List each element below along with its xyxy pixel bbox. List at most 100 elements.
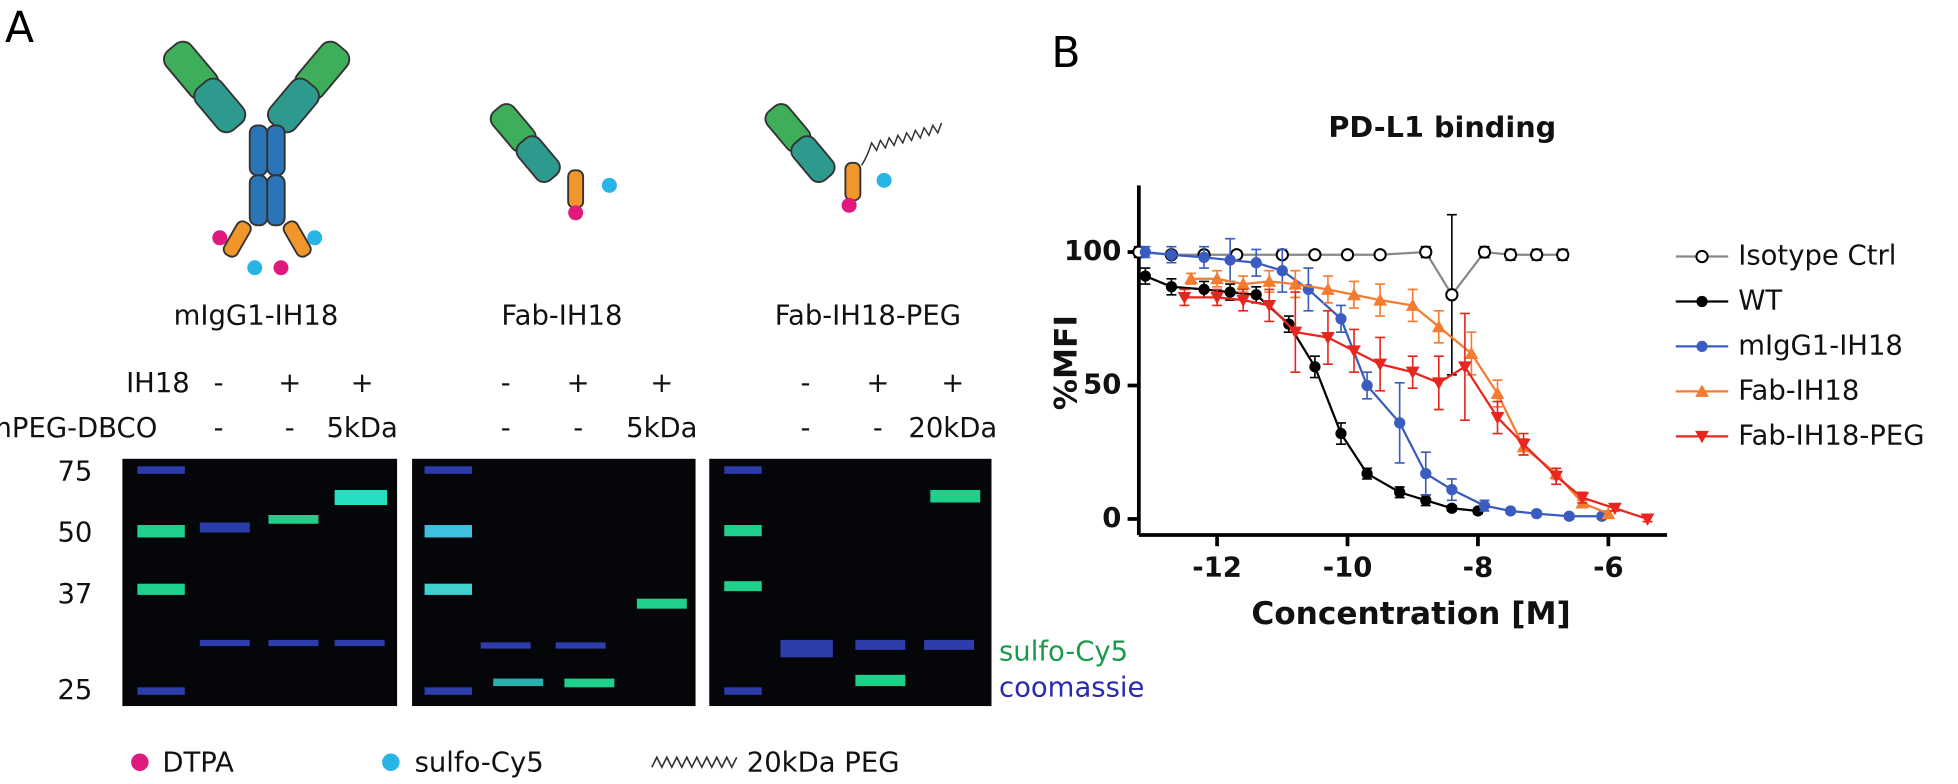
- chart: B PD-L1 binding Concentration [M] %MFI 0 50 10…: [1049, 29, 1925, 632]
- x-tick-label: -6: [1593, 553, 1624, 584]
- marker: [1335, 313, 1347, 325]
- marker: [1696, 340, 1708, 353]
- panel-a-legend-marks: [131, 753, 738, 771]
- lane-label: -: [501, 413, 511, 444]
- mw-marker: 37: [57, 579, 92, 610]
- marker: [1224, 286, 1236, 298]
- marker: [1210, 291, 1224, 305]
- marker: [1477, 245, 1492, 259]
- marker: [1288, 326, 1303, 340]
- lane-label: -: [800, 413, 810, 444]
- marker: [1531, 508, 1543, 520]
- marker: [1394, 486, 1406, 498]
- y-tick-label: 100: [1064, 236, 1121, 267]
- legend-label: Fab-IH18-PEG: [1738, 420, 1924, 451]
- construct-label: mIgG1-IH18: [174, 300, 339, 331]
- marker: [1420, 494, 1432, 506]
- marker: [1347, 345, 1361, 358]
- marker: [1309, 361, 1321, 373]
- panel-label: B: [1051, 29, 1080, 78]
- marker: [1608, 502, 1622, 516]
- mw-marker: 50: [57, 518, 92, 549]
- marker: [1347, 287, 1361, 301]
- marker: [1288, 277, 1303, 290]
- marker: [1446, 483, 1458, 496]
- lane-label: +: [278, 368, 301, 399]
- marker: [1503, 248, 1518, 262]
- legend-label: Isotype Ctrl: [1738, 241, 1896, 272]
- marker: [1575, 492, 1590, 505]
- marker: [1445, 288, 1459, 302]
- marker: [1431, 319, 1446, 333]
- lane-label: +: [351, 368, 374, 399]
- marker: [1394, 417, 1406, 429]
- mw-marker: 25: [57, 675, 92, 706]
- row-label: mPEG-DBCO: [0, 413, 157, 444]
- marker: [1224, 254, 1236, 266]
- x-axis-title: Concentration [M]: [1251, 596, 1570, 632]
- marker: [1250, 257, 1262, 269]
- legend-label: mIgG1-IH18: [1738, 330, 1903, 361]
- marker: [1490, 386, 1505, 400]
- marker: [1262, 274, 1277, 287]
- x-tick-label: -10: [1323, 553, 1373, 584]
- legend-label: sulfo-Cy5: [415, 747, 544, 778]
- marker: [1276, 265, 1288, 277]
- panel-label: A: [5, 4, 34, 53]
- lane-label: +: [567, 368, 590, 399]
- marker: [1695, 249, 1709, 264]
- marker: [1373, 358, 1387, 372]
- lane-label: 5kDa: [626, 413, 697, 444]
- marker: [1321, 331, 1335, 345]
- marker: [1696, 295, 1708, 308]
- series-line: [1184, 296, 1648, 521]
- construct-label: Fab-IH18-PEG: [775, 300, 961, 331]
- lane-label: 20kDa: [908, 413, 997, 444]
- x-tick-label: -12: [1192, 553, 1242, 584]
- lane-label: -: [873, 413, 883, 444]
- marker: [1210, 271, 1224, 285]
- lane-label: -: [501, 368, 511, 399]
- marker: [1340, 248, 1355, 262]
- mw-marker: 75: [57, 457, 92, 488]
- legend-label: 20kDa PEG: [747, 747, 900, 778]
- marker: [1139, 270, 1151, 282]
- chart-title: PD-L1 binding: [1328, 110, 1556, 144]
- marker: [1184, 271, 1198, 285]
- marker: [1373, 293, 1387, 306]
- x-tick-label: -8: [1463, 553, 1494, 584]
- marker: [1419, 245, 1433, 259]
- marker: [1250, 289, 1262, 301]
- antibody-cartoons: [163, 40, 943, 276]
- lane-label: +: [866, 368, 889, 399]
- marker: [1516, 438, 1531, 452]
- y-axis-title: %MFI: [1049, 315, 1085, 410]
- lane-label: -: [285, 413, 295, 444]
- marker: [1321, 282, 1335, 295]
- marker: [1446, 502, 1458, 514]
- legend-label: DTPA: [162, 747, 234, 778]
- gels: [122, 458, 992, 707]
- y-tick-label: 50: [1083, 370, 1121, 401]
- marker: [1236, 294, 1251, 307]
- marker: [1165, 281, 1178, 293]
- marker: [1431, 377, 1446, 390]
- marker: [1563, 510, 1575, 522]
- marker: [1420, 467, 1432, 480]
- marker: [1640, 513, 1655, 526]
- lane-label: 5kDa: [326, 413, 397, 444]
- channel-label: coomassie: [999, 673, 1144, 704]
- marker: [1601, 506, 1616, 520]
- marker: [1165, 249, 1178, 261]
- marker: [1308, 248, 1322, 262]
- marker: [1198, 283, 1210, 296]
- marker: [1556, 248, 1570, 262]
- lane-label: -: [800, 368, 810, 399]
- y-tick-label: 0: [1102, 503, 1121, 534]
- marker: [1695, 430, 1709, 444]
- marker: [1478, 500, 1491, 512]
- marker: [1236, 277, 1251, 290]
- marker: [1490, 412, 1505, 425]
